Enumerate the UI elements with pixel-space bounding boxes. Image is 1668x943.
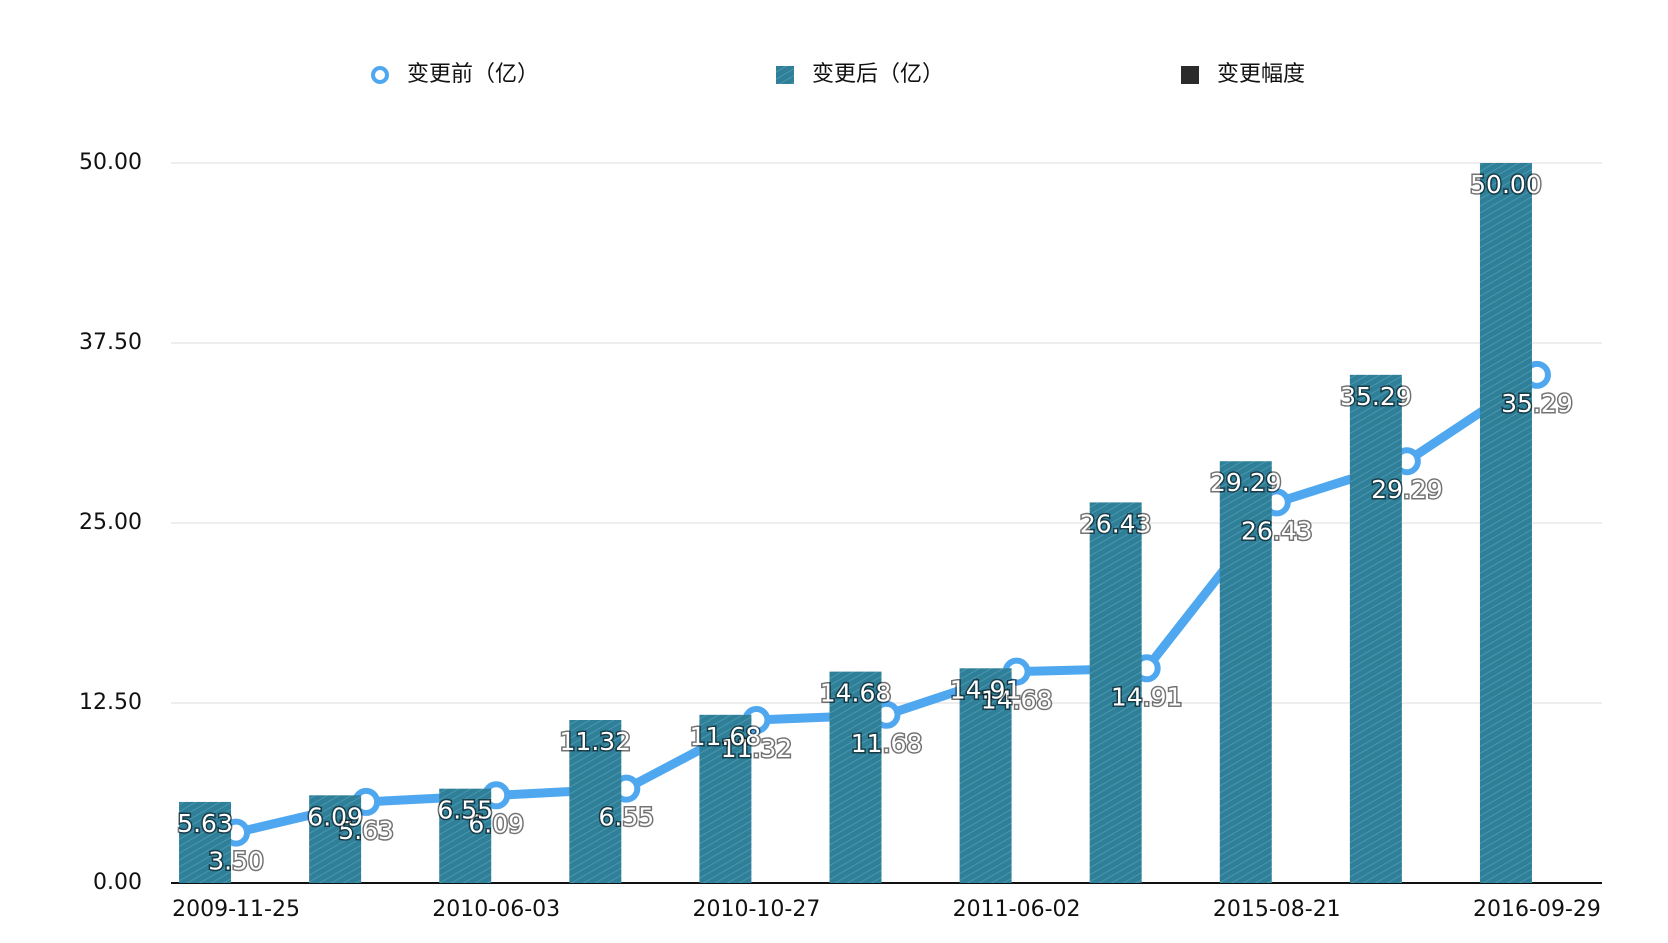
legend-marker: [1181, 66, 1199, 84]
value-label: 14.68: [981, 686, 1053, 715]
value-label: 26.43: [1241, 516, 1313, 545]
bar: [699, 714, 752, 883]
legend-marker: [776, 66, 794, 84]
y-tick-label: 25.00: [79, 510, 142, 535]
x-tick-label: 2016-09-29: [1473, 897, 1601, 922]
value-label: 35.29: [1501, 389, 1573, 418]
y-tick-label: 12.50: [79, 690, 142, 715]
value-label: 14.91: [950, 675, 1022, 704]
bar: [1089, 502, 1142, 883]
x-tick-label: 2011-06-02: [953, 897, 1081, 922]
value-label: 3.50: [208, 847, 264, 876]
bar: [309, 795, 362, 883]
bar: [179, 801, 232, 883]
value-label: 6.09: [307, 802, 363, 831]
value-label: 29.29: [1210, 468, 1282, 497]
value-label: 11.68: [851, 729, 923, 758]
legend-label: 变更后（亿）: [812, 62, 944, 87]
bar: [1349, 374, 1402, 883]
bar: [959, 668, 1012, 883]
bar: [1219, 461, 1272, 883]
value-label: 29.29: [1371, 475, 1443, 504]
value-label: 26.43: [1080, 509, 1152, 538]
value-label: 35.29: [1340, 382, 1412, 411]
line: [235, 371, 1540, 837]
bar: [439, 788, 492, 883]
bar: [569, 719, 622, 883]
y-tick-label: 37.50: [79, 330, 142, 355]
x-tick-label: 2009-11-25: [172, 897, 300, 922]
value-label: 5.63: [338, 816, 394, 845]
bar: [1479, 163, 1532, 883]
y-tick-label: 0.00: [93, 870, 142, 895]
value-label: 14.68: [820, 679, 892, 708]
x-tick-label: 2015-08-21: [1213, 897, 1341, 922]
value-label: 50.00: [1470, 170, 1542, 199]
value-label: 6.09: [468, 809, 524, 838]
value-label: 11.68: [690, 722, 762, 751]
value-label: 14.91: [1111, 682, 1183, 711]
legend-label: 变更幅度: [1217, 62, 1305, 87]
value-label: 11.32: [560, 727, 632, 756]
y-tick-label: 50.00: [79, 150, 142, 175]
bar: [829, 671, 882, 883]
value-label: 11.32: [721, 734, 793, 763]
value-label: 6.55: [437, 796, 493, 825]
value-label: 6.55: [598, 803, 654, 832]
x-tick-label: 2010-06-03: [432, 897, 560, 922]
legend-label: 变更前（亿）: [407, 62, 539, 87]
value-label: 5.63: [177, 809, 233, 838]
legend-marker: [371, 66, 389, 84]
x-tick-label: 2010-10-27: [692, 897, 820, 922]
